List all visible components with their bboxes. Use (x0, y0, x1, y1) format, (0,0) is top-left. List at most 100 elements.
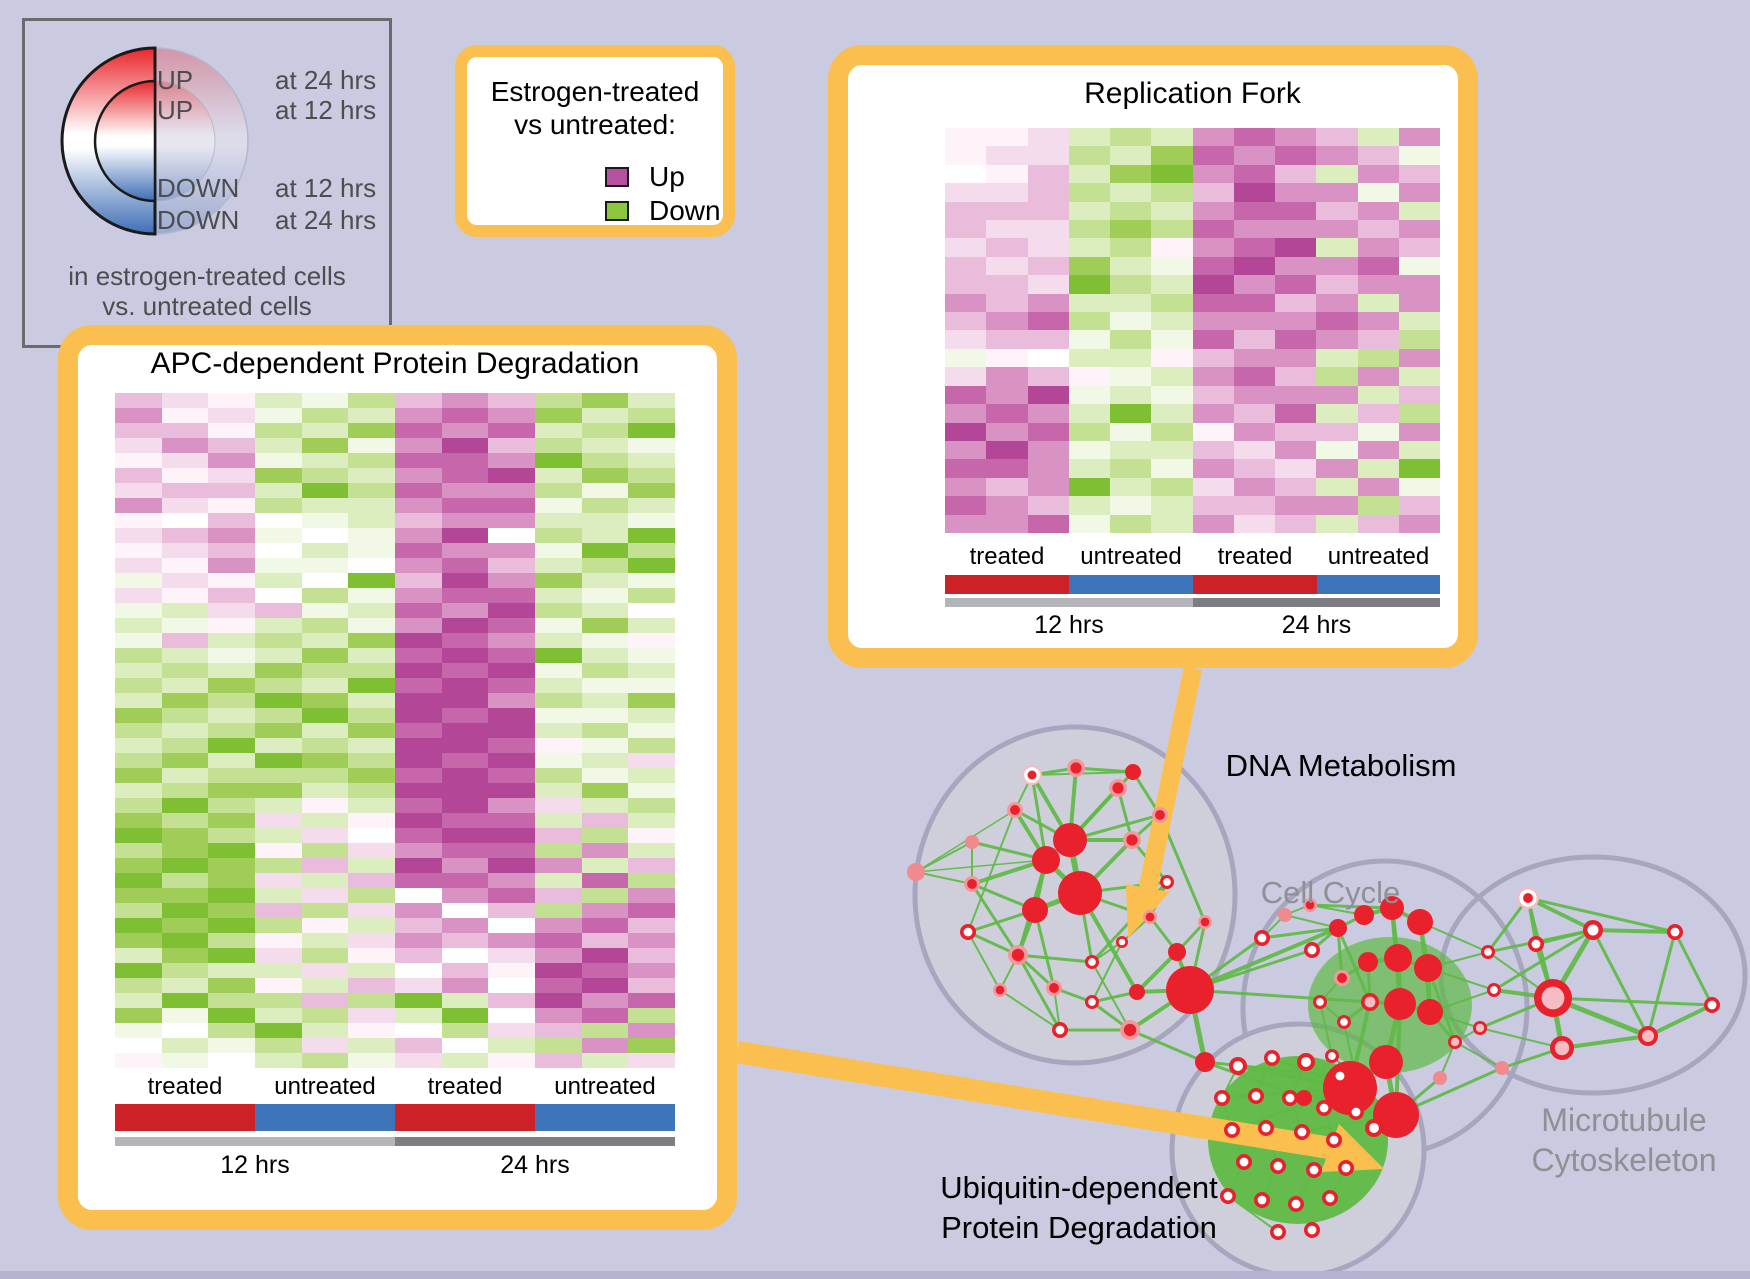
heatmap-cell (581, 738, 629, 753)
heatmap-cell (488, 633, 536, 648)
heatmap-cell (441, 933, 489, 948)
heatmap-row (945, 128, 1440, 147)
heatmap-cell (1192, 293, 1234, 313)
heatmap-cell (301, 648, 349, 663)
heatmap-cell (115, 468, 162, 483)
network-edge (1479, 1027, 1563, 1049)
network-node-whitering-core (1027, 770, 1037, 780)
heatmap-cell (115, 633, 162, 648)
network-node-donut-core (1309, 1165, 1319, 1175)
apc-treated-bar-12h (115, 1104, 255, 1131)
heatmap-cell (945, 293, 987, 313)
microtubule-label-line1: Microtubule (1541, 1102, 1707, 1138)
network-node-red (1380, 896, 1404, 920)
heatmap-cell (395, 498, 442, 513)
heatmap-cell (1110, 220, 1152, 239)
heatmap-cell (1068, 256, 1110, 276)
heatmap-cell (488, 993, 536, 1008)
heatmap-cell (1192, 348, 1234, 368)
heatmap-cell (1357, 220, 1399, 239)
heatmap-cell (1357, 385, 1399, 405)
heatmap-cell (301, 603, 349, 618)
heatmap-cell (208, 513, 256, 528)
network-node-red (1022, 897, 1048, 923)
heatmap-cell (255, 483, 302, 498)
heatmap-cell (441, 558, 489, 573)
heatmap-cell (255, 573, 302, 588)
heatmap-cell (1316, 477, 1358, 497)
heatmap-cell (301, 498, 349, 513)
network-edge (1591, 928, 1677, 934)
heatmap-cell (1275, 404, 1317, 423)
network-node-donut-core (1285, 1093, 1295, 1103)
heatmap-cell (395, 708, 442, 723)
network-node-pink (1495, 1061, 1509, 1075)
network-node-red-pinkring-core (1126, 834, 1138, 846)
heatmap-cell (945, 422, 987, 441)
heatmap-cell (1027, 293, 1069, 313)
heatmap-cell (1192, 146, 1234, 165)
network-node-donut-core (1088, 958, 1096, 966)
heatmap-cell (301, 813, 349, 828)
network-node-donut-core (1335, 1071, 1345, 1081)
heatmap-cell (488, 528, 536, 543)
heatmap-cell (1151, 201, 1193, 221)
heatmap-cell (628, 738, 676, 753)
apc-degradation-panel: APC-dependent Protein Degradation treate… (58, 325, 737, 1230)
heatmap-cell (441, 393, 489, 408)
heatmap-cell (1027, 514, 1069, 533)
heatmap-row (945, 330, 1440, 349)
heatmap-cell (395, 918, 442, 933)
heatmap-cell (208, 498, 256, 513)
heatmap-cell (535, 603, 582, 618)
legend-up-24-time: at 24 hrs (275, 65, 377, 95)
legend-down-12-dir: DOWN (157, 173, 240, 203)
rf-treated-bar-24h (1193, 575, 1317, 594)
heatmap-cell (628, 963, 676, 978)
network-node-red (1195, 1052, 1215, 1072)
heatmap-row (945, 496, 1440, 515)
heatmap-cell (488, 483, 536, 498)
heatmap-cell (395, 663, 442, 678)
heatmap-row (115, 528, 676, 543)
heatmap-cell (441, 813, 489, 828)
heatmap-cell (1233, 238, 1275, 257)
heatmap-cell (441, 768, 489, 783)
heatmap-row (945, 348, 1440, 368)
network-node-red (1369, 1045, 1403, 1079)
heatmap-cell (161, 693, 209, 708)
heatmap-cell (986, 201, 1028, 221)
network-node-whitering-core (1523, 893, 1533, 903)
heatmap-cell (488, 978, 536, 993)
heatmap-cell (1233, 404, 1275, 423)
heatmap-row (115, 678, 676, 693)
up-color-swatch (605, 167, 629, 187)
network-edge (970, 882, 1020, 957)
heatmap-cell (1192, 256, 1234, 276)
heatmap-cell (208, 528, 256, 543)
heatmap-cell (115, 813, 162, 828)
heatmap-cell (395, 618, 442, 633)
heatmap-cell (441, 693, 489, 708)
heatmap-cell (986, 404, 1028, 423)
heatmap-cell (1027, 201, 1069, 221)
heatmap-row (115, 978, 676, 993)
heatmap-cell (395, 528, 442, 543)
apc-24hrs-bar (395, 1137, 675, 1146)
heatmap-cell (115, 858, 162, 873)
replication-fork-panel: Replication Fork treated untreated treat… (828, 45, 1478, 668)
heatmap-cell (581, 888, 629, 903)
heatmap-cell (1027, 404, 1069, 423)
heatmap-cell (488, 678, 536, 693)
heatmap-cell (348, 543, 396, 558)
heatmap-cell (161, 963, 209, 978)
heatmap-cell (581, 1038, 629, 1053)
heatmap-cell (301, 618, 349, 633)
heatmap-cell (1192, 128, 1234, 147)
network-node-donut-core (1251, 1091, 1261, 1101)
heatmap-cell (348, 438, 396, 453)
heatmap-cell (301, 423, 349, 438)
heatmap-cell (1316, 367, 1358, 386)
arrow-replication-to-dna-shaft (1139, 666, 1202, 890)
